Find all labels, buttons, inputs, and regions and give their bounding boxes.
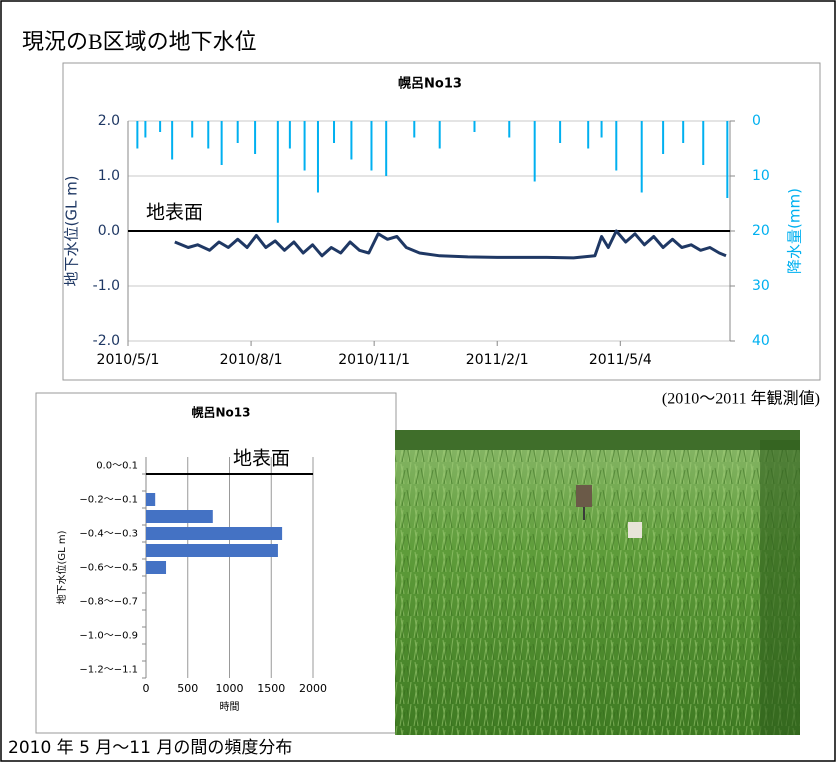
bar: [146, 510, 213, 523]
x-tick-label: 1500: [257, 682, 285, 695]
x-tick-label: 2011/2/1: [466, 352, 529, 368]
precip-bar: [370, 121, 372, 171]
precip-bar: [171, 121, 173, 160]
precip-bar: [159, 121, 161, 132]
y2-tick-label: 0: [752, 113, 761, 129]
precip-bar: [221, 121, 223, 165]
bar: [146, 493, 155, 506]
precip-bar: [317, 121, 319, 193]
precip-bar: [136, 121, 138, 149]
x-tick-label: 0: [143, 682, 150, 695]
x-tick-label: 2010/8/1: [220, 352, 283, 368]
y2-tick-label: 30: [752, 278, 770, 294]
x-tick-label: 1000: [216, 682, 244, 695]
y2-tick-label: 20: [752, 223, 770, 239]
y-tick-label: −1.0～−0.9: [79, 631, 138, 642]
y-tick-label: -1.0: [93, 278, 120, 294]
precip-bar: [144, 121, 146, 138]
precip-bar: [587, 121, 589, 149]
page: 現況のB区域の地下水位 (2010～2011 年観測値) 2010 年 5 月～…: [0, 0, 836, 762]
note: (2010～2011 年観測値): [662, 390, 820, 408]
page-title: 現況のB区域の地下水位: [22, 29, 257, 54]
x-tick-label: 2011/5/4: [589, 352, 652, 368]
precip-bar: [207, 121, 209, 149]
precip-bar: [615, 121, 617, 171]
bar: [146, 544, 278, 557]
precip-bar: [662, 121, 664, 154]
y-tick-label: 1.0: [98, 168, 120, 184]
precip-bar: [534, 121, 536, 182]
precip-bar: [413, 121, 415, 138]
chart-title: 幌呂No13: [192, 405, 251, 420]
y-tick-label: 2.0: [98, 113, 120, 129]
precip-bar: [237, 121, 239, 143]
x-tick-label: 2010/5/1: [97, 352, 160, 368]
y-tick-label: −1.2～−1.1: [79, 665, 138, 676]
precip-bar: [641, 121, 643, 193]
precip-bar: [473, 121, 475, 132]
x-axis-label: 時間: [220, 701, 240, 713]
bar: [146, 527, 282, 540]
precip-bar: [559, 121, 561, 143]
precip-bar: [439, 121, 441, 149]
precip-bar: [254, 121, 256, 154]
y-axis-label: 地下水位(GL m): [55, 530, 68, 604]
precip-bar: [333, 121, 335, 143]
x-tick-label: 2000: [299, 682, 327, 695]
y-tick-label: −0.8～−0.7: [79, 597, 138, 608]
precip-bar: [277, 121, 279, 223]
annotation: 地表面: [146, 202, 203, 224]
y-tick-label: 0.0: [98, 223, 120, 239]
y-tick-label: −0.6～−0.5: [79, 563, 138, 574]
precip-bar: [304, 121, 306, 171]
y-axis-label: 地下水位(GL m): [63, 175, 81, 286]
caption: 2010 年 5 月～11 月の間の頻度分布: [8, 738, 292, 758]
precip-bar: [702, 121, 704, 165]
y-tick-label: 0.0～0.1: [96, 461, 138, 472]
photo: [395, 430, 800, 735]
chart-title: 幌呂No13: [398, 76, 462, 92]
x-tick-label: 2010/11/1: [338, 352, 410, 368]
precip-bar: [682, 121, 684, 143]
y2-tick-label: 10: [752, 168, 770, 184]
y2-tick-label: 40: [752, 333, 770, 349]
precip-bar: [350, 121, 352, 160]
annotation: 地表面: [233, 448, 290, 470]
y2-axis-label: 降水量(mm): [786, 188, 804, 274]
precip-bar: [726, 121, 728, 198]
y-tick-label: -2.0: [93, 333, 120, 349]
precip-bar: [508, 121, 510, 138]
x-tick-label: 500: [177, 682, 198, 695]
precip-bar: [289, 121, 291, 149]
y-tick-label: −0.4～−0.3: [79, 529, 138, 540]
bar: [146, 561, 166, 574]
precip-bar: [385, 121, 387, 176]
y-tick-label: −0.2～−0.1: [79, 495, 138, 506]
precip-bar: [191, 121, 193, 138]
precip-bar: [601, 121, 603, 138]
